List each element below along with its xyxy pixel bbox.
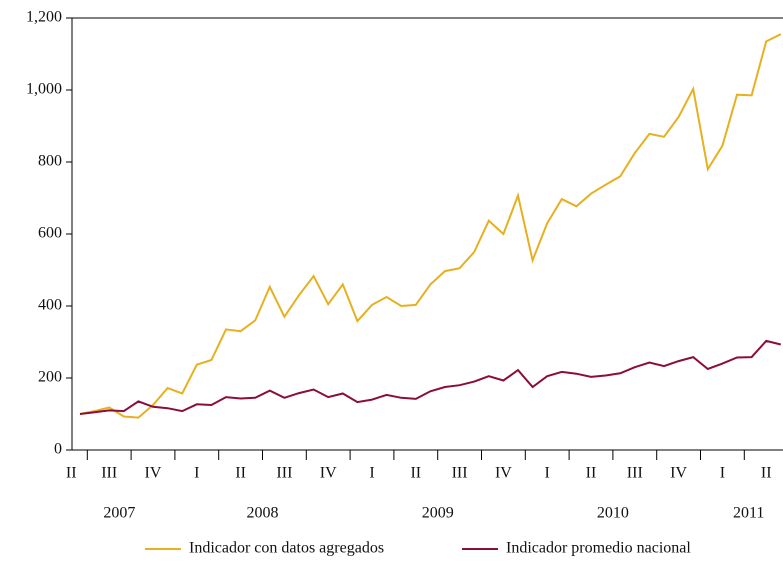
year-label: 2011 (733, 505, 764, 522)
x-tick-label: I (369, 465, 374, 482)
x-tick-label: II (410, 465, 421, 482)
x-tick-label: II (66, 465, 77, 482)
year-label: 2008 (247, 505, 279, 522)
year-label: 2010 (597, 505, 629, 522)
series-line (79, 33, 782, 419)
x-tick-label: I (545, 465, 550, 482)
y-tick-label: 1,200 (26, 9, 62, 26)
x-tick-label: III (627, 465, 643, 482)
x-tick-label: I (194, 465, 199, 482)
y-tick-label: 0 (54, 441, 62, 458)
y-tick-label: 600 (38, 225, 62, 242)
x-tick-label: III (101, 465, 117, 482)
year-label: 2009 (422, 505, 454, 522)
x-tick-label: III (276, 465, 292, 482)
x-tick-label: IV (320, 465, 337, 482)
x-tick-label: II (586, 465, 597, 482)
x-tick-label: I (720, 465, 725, 482)
y-tick-label: 400 (38, 297, 62, 314)
year-label: 2007 (103, 505, 135, 522)
x-tick-label: III (452, 465, 468, 482)
legend-label: Indicador promedio nacional (506, 540, 691, 557)
legend-label: Indicador con datos agregados (189, 540, 384, 557)
y-tick-label: 800 (38, 153, 62, 170)
y-tick-label: 1,000 (26, 81, 62, 98)
y-tick-label: 200 (38, 369, 62, 386)
x-tick-label: IV (145, 465, 162, 482)
x-tick-label: II (235, 465, 246, 482)
x-tick-label: IV (495, 465, 512, 482)
x-tick-label: II (761, 465, 772, 482)
series-line (79, 339, 782, 415)
x-tick-label: IV (670, 465, 687, 482)
